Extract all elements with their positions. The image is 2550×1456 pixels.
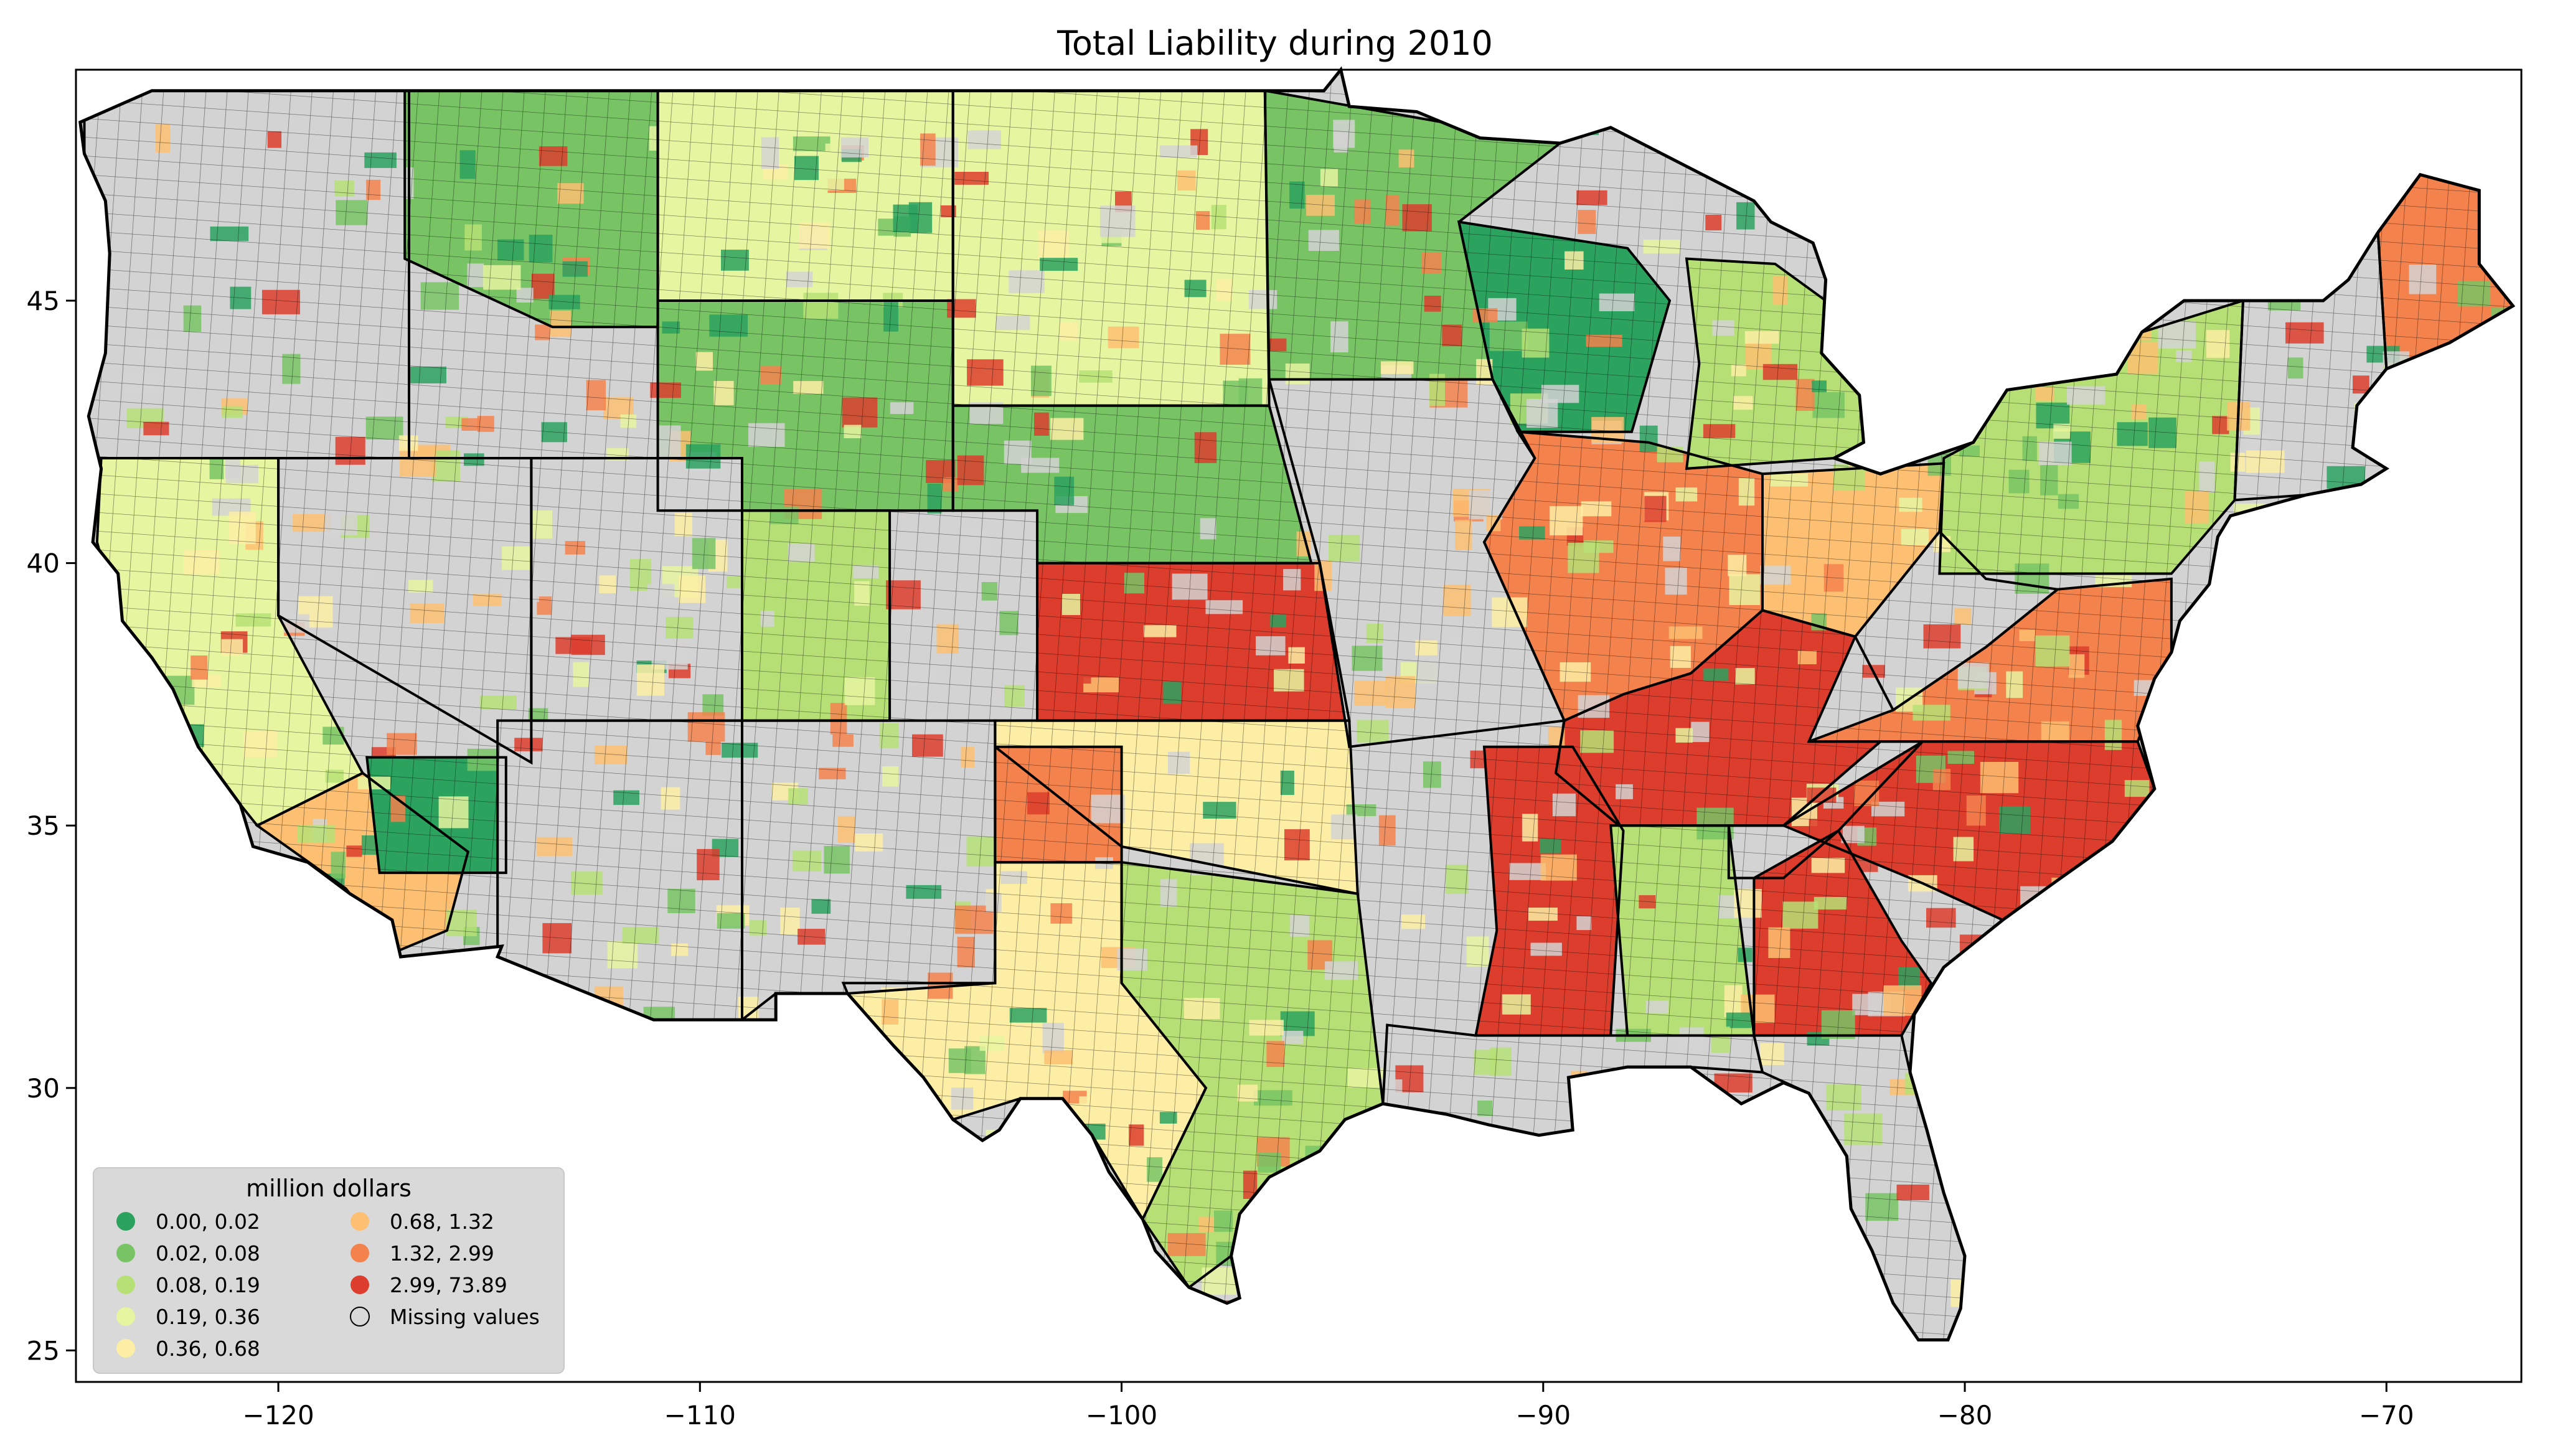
us-outline: [78, 66, 2516, 1341]
state-border: [994, 719, 1359, 896]
legend-swatch: [116, 1339, 135, 1358]
y-tick-label: 45: [27, 286, 60, 316]
y-tick-label: 30: [27, 1073, 60, 1104]
x-tick-label: −90: [1515, 1400, 1571, 1430]
legend-label: 2.99, 73.89: [390, 1273, 507, 1297]
legend-label: 0.00, 0.02: [156, 1209, 260, 1234]
legend-label: 0.19, 0.36: [156, 1305, 260, 1329]
x-tick-label: −70: [2359, 1400, 2414, 1430]
legend-swatch: [116, 1307, 135, 1326]
x-tick-label: −120: [242, 1400, 314, 1430]
x-tick-label: −80: [1937, 1400, 1993, 1430]
y-tick-label: 40: [27, 548, 60, 579]
legend-items: 0.00, 0.02 0.02, 0.08 0.08, 0.19 0.19, 0.36…: [116, 1209, 540, 1361]
legend-label: 1.32, 2.99: [390, 1241, 494, 1266]
legend-swatch: [116, 1244, 135, 1262]
legend-label: 0.08, 0.19: [156, 1273, 260, 1297]
state-border: [365, 756, 507, 875]
state-border: [1457, 220, 1672, 433]
legend-box: [93, 1167, 565, 1374]
map-title: Total Liability during 2010: [1057, 24, 1493, 63]
legend-label: 0.02, 0.08: [156, 1241, 260, 1266]
legend-swatch: [116, 1275, 135, 1294]
legend: million dollars 0.00, 0.02 0.02, 0.08 0.08…: [93, 1167, 565, 1374]
y-tick-label: 35: [27, 810, 60, 841]
axis-ticks: −120 −110 −100 −90 −80 −70 45 40 35 30 25: [27, 286, 2414, 1430]
legend-label: 0.36, 0.68: [156, 1336, 260, 1361]
state-border: [255, 771, 470, 954]
legend-label: Missing values: [390, 1305, 540, 1329]
legend-swatch: [351, 1212, 369, 1231]
x-tick-label: −100: [1086, 1400, 1157, 1430]
legend-swatch: [351, 1275, 369, 1294]
legend-title: million dollars: [246, 1175, 412, 1202]
state-border: [277, 457, 533, 765]
legend-swatch: [351, 1244, 369, 1262]
y-tick-label: 25: [27, 1335, 60, 1366]
legend-swatch: [350, 1307, 370, 1327]
state-border: [994, 745, 1123, 864]
x-tick-label: −110: [664, 1400, 736, 1430]
legend-swatch: [116, 1212, 135, 1231]
legend-label: 0.68, 1.32: [390, 1209, 494, 1234]
